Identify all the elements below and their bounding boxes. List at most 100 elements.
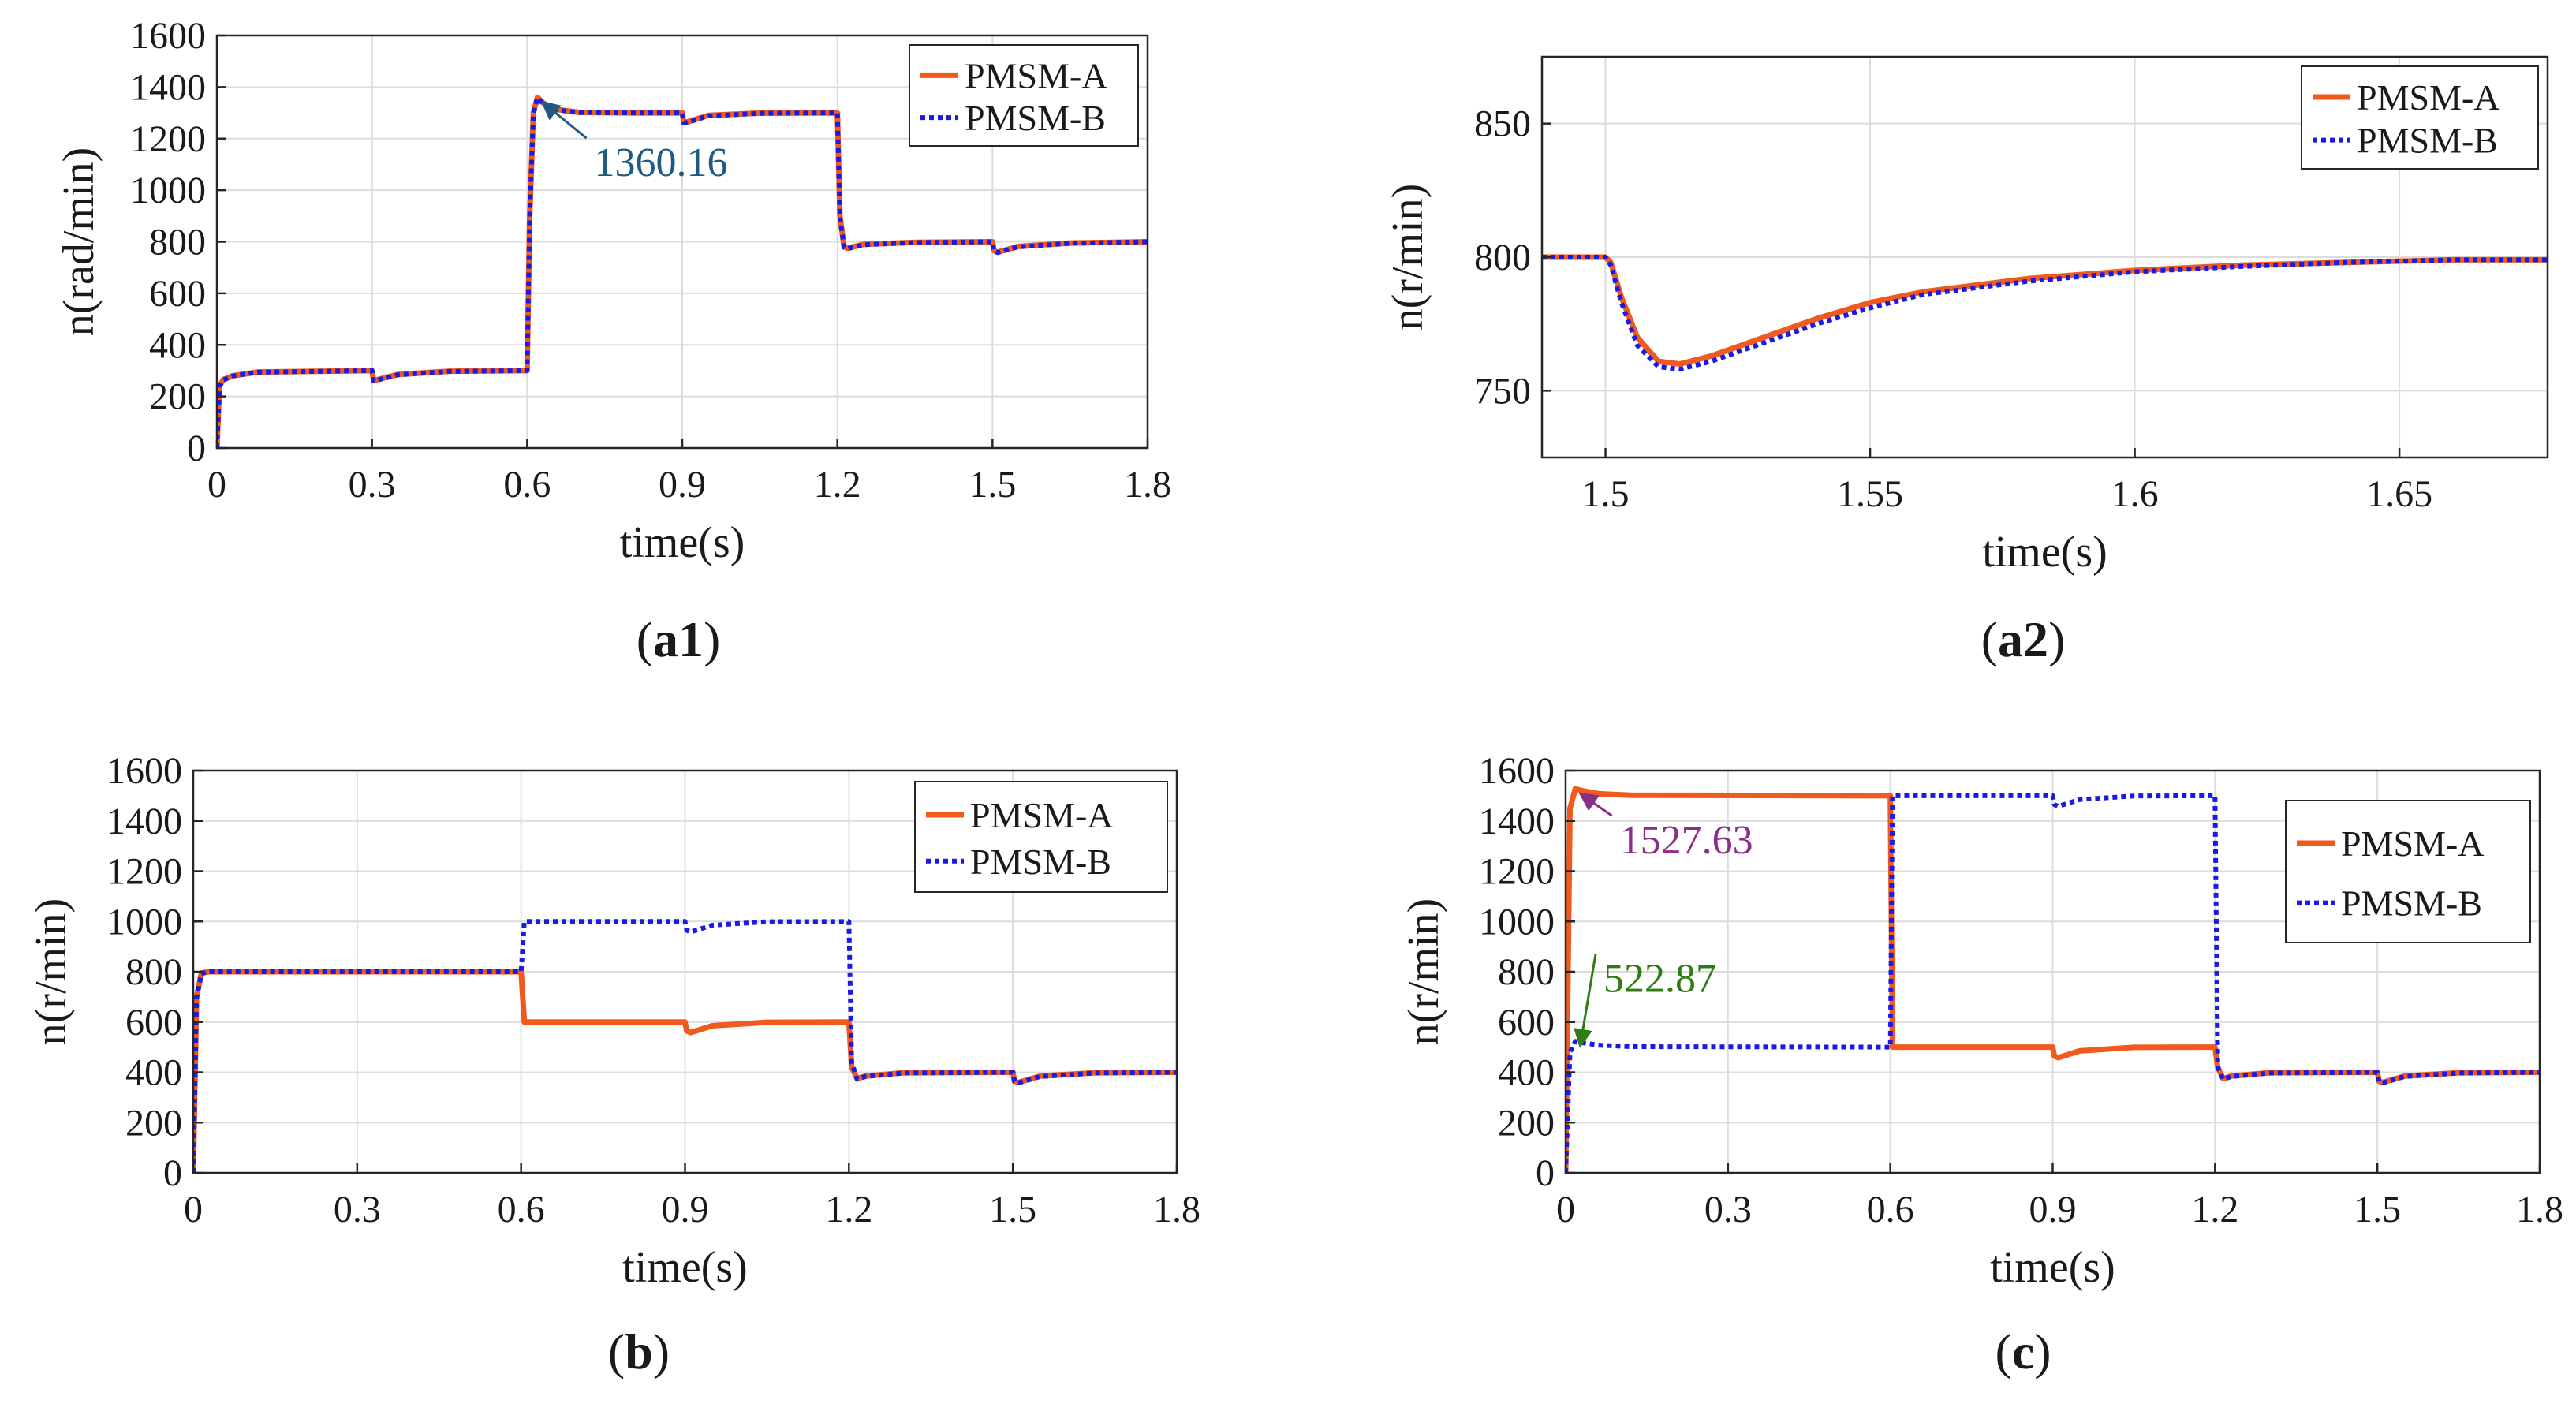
y-tick-label: 1200 (1479, 851, 1555, 893)
y-axis-label: n(r/min) (27, 898, 76, 1046)
legend-box (2301, 65, 2539, 170)
x-tick-label: 0.3 (1704, 1189, 1752, 1230)
y-tick-label: 800 (1498, 951, 1555, 993)
y-tick-label: 0 (163, 1152, 182, 1194)
x-tick-label: 0.6 (498, 1189, 545, 1230)
y-tick-label: 800 (125, 951, 182, 993)
x-tick-label: 1.8 (2516, 1189, 2563, 1230)
legend-box (2285, 800, 2531, 943)
subplot-a2: 1.5 1.55 1.6 1.65 750 800 850 time(s) n(r/min) PM… (1383, 55, 2549, 667)
x-tick-label: 1.6 (2111, 473, 2159, 515)
x-tick-label: 0 (207, 464, 226, 506)
subplot-b: 0 0.3 0.6 0.9 1.2 1.5 1.8 0 200 400 600 800 1000 1200… (27, 750, 1200, 1380)
caption-close-paren: ) (2048, 611, 2065, 667)
y-tick-label: 1600 (130, 15, 206, 57)
x-tick-label: 1.8 (1153, 1189, 1200, 1230)
x-axis-label: time(s) (1982, 528, 2107, 577)
caption-open-paren: ( (1995, 1324, 2011, 1380)
y-tick-label: 400 (125, 1052, 182, 1094)
y-tick-label: 1000 (1479, 901, 1555, 943)
series-line-pmsm-a (217, 94, 1148, 448)
y-tick-label: 1400 (130, 66, 206, 108)
annotation-label: 1360.16 (595, 140, 728, 185)
legend-label-pmsm-b: PMSM-B (965, 98, 1106, 138)
subplot-caption: (a1) (637, 611, 721, 667)
series-line-pmsm-b (217, 95, 1148, 448)
x-tick-label: 0.6 (503, 464, 551, 506)
caption-open-paren: ( (1981, 611, 1998, 667)
legend-label-pmsm-b: PMSM-B (2341, 883, 2482, 924)
caption-open-paren: ( (608, 1324, 625, 1380)
y-tick-label: 1200 (106, 851, 182, 893)
x-tick-label: 1.2 (825, 1189, 872, 1230)
x-tick-label: 0.9 (2029, 1189, 2077, 1230)
x-tick-label: 1.5 (2354, 1189, 2401, 1230)
caption-open-paren: ( (637, 611, 653, 667)
x-tick-label: 0.3 (349, 464, 396, 506)
y-tick-label: 400 (149, 324, 206, 366)
x-tick-label: 0.9 (662, 1189, 709, 1230)
y-tick-label: 1000 (130, 170, 206, 211)
annotation-arrow (540, 100, 588, 140)
x-tick-label: 1.8 (1124, 464, 1171, 506)
annotation-arrow (1578, 792, 1613, 817)
subplot-caption: (c) (1995, 1324, 2051, 1380)
y-tick-label: 1400 (1479, 801, 1555, 842)
y-tick-label: 800 (1474, 237, 1531, 278)
legend-box (914, 781, 1168, 893)
y-tick-label: 0 (187, 427, 206, 469)
y-tick-label: 600 (125, 1002, 182, 1044)
x-axis-label: time(s) (620, 518, 745, 567)
x-tick-label: 0 (1556, 1189, 1575, 1230)
y-tick-label: 600 (1498, 1002, 1555, 1044)
x-tick-label: 1.5 (1582, 473, 1630, 515)
y-tick-label: 0 (1536, 1152, 1555, 1194)
y-axis-label: n(rad/min) (54, 147, 103, 336)
x-tick-label: 0.6 (1867, 1189, 1914, 1230)
x-tick-label: 1.55 (1837, 473, 1903, 515)
annotation-arrow (1574, 954, 1597, 1048)
legend-label-pmsm-b: PMSM-B (2357, 121, 2498, 161)
y-axis-label: n(r/min) (1383, 184, 1432, 331)
legend-label-pmsm-a: PMSM-A (2341, 823, 2485, 864)
series-line-pmsm-b (1566, 793, 2540, 1173)
x-tick-label: 1.2 (2191, 1189, 2238, 1230)
legend-box (909, 44, 1139, 147)
y-tick-label: 600 (149, 273, 206, 315)
caption-label: a2 (1998, 611, 2048, 667)
x-axis-label: time(s) (1990, 1243, 2115, 1292)
legend-label-pmsm-a: PMSM-A (2357, 77, 2500, 118)
caption-label: b (625, 1324, 653, 1380)
y-axis-label: n(r/min) (1399, 898, 1448, 1046)
series-line-pmsm-a (1542, 254, 2548, 367)
subplot-a1: 0 0.3 0.6 0.9 1.2 1.5 1.8 0 200 400 600 800 1000 1200… (54, 15, 1171, 667)
x-tick-label: 0.3 (334, 1189, 381, 1230)
annotation-label: 1527.63 (1620, 818, 1753, 863)
subplot-caption: (a2) (1981, 611, 2066, 667)
y-tick-label: 750 (1474, 370, 1531, 412)
y-tick-label: 400 (1498, 1052, 1555, 1094)
series-line-pmsm-a (193, 969, 1177, 1173)
y-tick-label: 1400 (106, 801, 182, 842)
y-tick-label: 200 (1498, 1102, 1555, 1144)
y-tick-label: 1600 (106, 750, 182, 792)
caption-close-paren: ) (653, 1324, 670, 1380)
legend-label-pmsm-b: PMSM-B (970, 842, 1111, 882)
x-tick-label: 0.9 (659, 464, 706, 506)
y-tick-label: 200 (125, 1102, 182, 1144)
caption-label: a1 (653, 611, 704, 667)
legend-label-pmsm-a: PMSM-A (970, 795, 1114, 835)
y-tick-label: 1600 (1479, 750, 1555, 792)
caption-label: c (2012, 1324, 2034, 1380)
subplot-caption: (b) (608, 1324, 670, 1380)
x-tick-label: 1.5 (969, 464, 1016, 506)
x-axis-label: time(s) (622, 1243, 748, 1292)
x-tick-label: 0 (184, 1189, 203, 1230)
caption-close-paren: ) (2034, 1324, 2051, 1380)
x-tick-label: 1.2 (814, 464, 861, 506)
y-tick-label: 200 (149, 376, 206, 418)
x-tick-label: 1.65 (2366, 473, 2432, 515)
subplot-c: 0 0.3 0.6 0.9 1.2 1.5 1.8 0 200 400 600 800 1000 1200… (1399, 750, 2563, 1380)
y-tick-label: 850 (1474, 103, 1531, 145)
